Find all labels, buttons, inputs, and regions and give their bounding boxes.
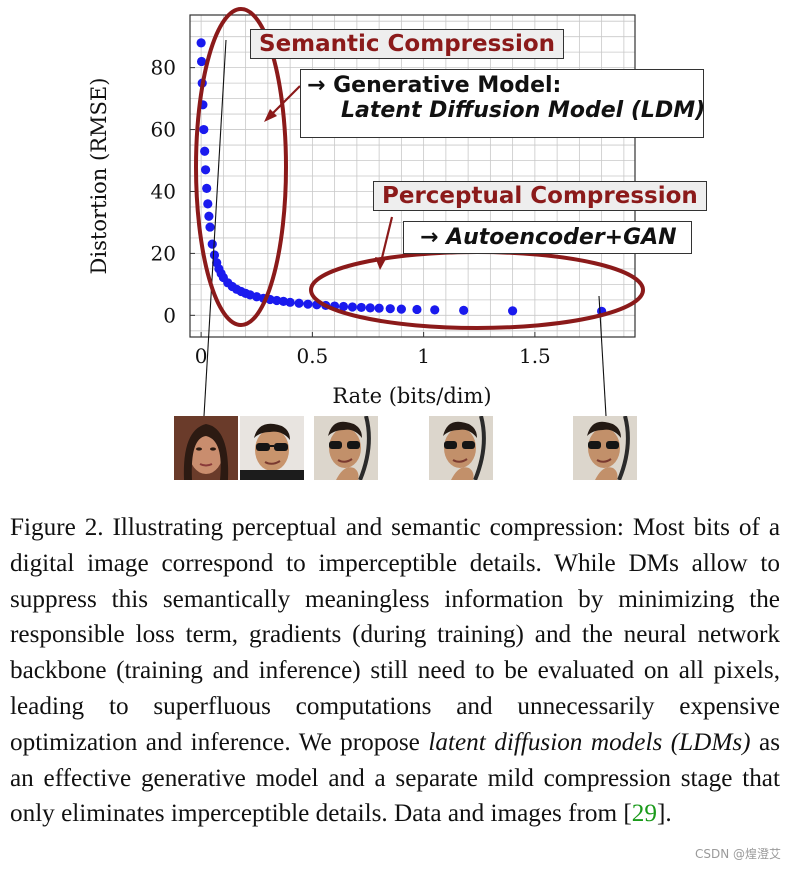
face-thumbnail-man-2	[314, 416, 378, 480]
data-point	[508, 306, 518, 316]
caption-lead: Figure 2. Illustrating perceptual and se…	[10, 514, 780, 756]
data-point	[199, 124, 209, 135]
watermark: CSDN @煌澄艾	[694, 847, 781, 861]
caption-tail: ].	[656, 800, 672, 828]
generative-line2: Latent Diffusion Model (LDM)	[341, 98, 706, 123]
data-point	[196, 38, 206, 48]
y-tick-label: 80	[151, 56, 176, 80]
perceptual-ellipse	[309, 250, 645, 330]
face-thumbnail-woman	[174, 416, 238, 480]
y-tick-label: 20	[151, 241, 176, 265]
data-points	[196, 38, 607, 316]
chart-grid	[190, 15, 635, 337]
perceptual-arrow	[379, 216, 394, 263]
data-point	[207, 239, 217, 249]
x-tick-label: 0.5	[296, 344, 328, 368]
data-point	[204, 211, 214, 221]
semantic-ellipse	[194, 7, 288, 327]
figure-2: 0 0.5 1 1.5 0 20 40 60 80 Rate (bits/dim) Distor…	[87, 7, 707, 480]
data-point	[347, 302, 358, 312]
data-point	[200, 165, 211, 175]
x-axis-label: Rate (bits/dim)	[332, 384, 491, 408]
x-tick-label: 1.5	[519, 344, 551, 368]
data-point	[294, 298, 304, 308]
autoencoder-box: → Autoencoder+GAN	[403, 221, 692, 254]
data-point	[285, 297, 295, 307]
data-point	[209, 250, 220, 260]
figure-caption: Figure 2. Illustrating perceptual and se…	[10, 510, 780, 832]
data-point	[365, 303, 375, 313]
y-tick-label: 40	[151, 179, 176, 203]
y-tick-label: 0	[163, 303, 176, 327]
caption-mid: as an effective generative model and a s…	[10, 728, 780, 828]
connector-left	[203, 39, 227, 417]
generative-model-box: → Generative Model: Latent Diffusion Mod…	[300, 69, 706, 138]
face-thumbnail-man-4	[573, 416, 637, 480]
generative-line1: → Generative Model:	[307, 73, 562, 98]
data-point	[303, 299, 313, 309]
semantic-compression-label: Semantic Compression	[250, 29, 565, 59]
data-point	[203, 199, 213, 209]
data-point	[396, 304, 406, 314]
data-point	[385, 304, 395, 314]
data-point	[196, 56, 207, 67]
data-point	[205, 222, 215, 232]
data-point	[374, 303, 384, 313]
y-axis-label: Distortion (RMSE)	[87, 78, 111, 275]
semantic-arrowhead	[264, 109, 277, 122]
data-point	[459, 305, 469, 315]
y-tick-label: 60	[151, 118, 176, 142]
caption-emphasis: latent diffusion models (LDMs)	[428, 728, 751, 756]
data-point	[356, 302, 366, 313]
data-point	[202, 183, 212, 193]
data-point	[412, 304, 422, 315]
data-point	[338, 301, 349, 312]
citation-link[interactable]: 29	[631, 800, 657, 828]
face-thumbnail-man-3	[429, 416, 493, 480]
x-tick-label: 0	[195, 344, 208, 368]
face-thumbnail-man-1	[240, 416, 304, 480]
data-point	[430, 305, 440, 315]
x-tick-label: 1	[417, 344, 430, 368]
plot-frame	[189, 14, 636, 338]
perceptual-compression-label: Perceptual Compression	[373, 181, 707, 211]
data-point	[200, 146, 210, 156]
